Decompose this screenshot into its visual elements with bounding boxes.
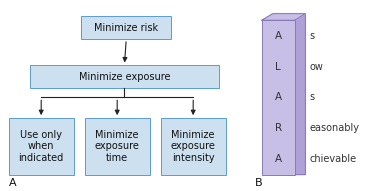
Polygon shape	[262, 14, 305, 20]
Text: A: A	[275, 154, 282, 164]
FancyBboxPatch shape	[262, 20, 295, 175]
Text: A: A	[275, 31, 282, 41]
Text: R: R	[275, 123, 282, 133]
Text: s: s	[310, 31, 315, 41]
Text: easonably: easonably	[310, 123, 360, 133]
Text: ow: ow	[310, 62, 324, 71]
Text: L: L	[275, 62, 281, 71]
FancyBboxPatch shape	[31, 65, 218, 88]
FancyBboxPatch shape	[9, 118, 74, 175]
Text: A: A	[275, 92, 282, 102]
Polygon shape	[295, 14, 305, 175]
Text: Minimize risk: Minimize risk	[94, 23, 158, 33]
Text: Use only
when
indicated: Use only when indicated	[19, 130, 64, 163]
FancyBboxPatch shape	[81, 16, 171, 39]
Text: chievable: chievable	[310, 154, 357, 164]
Text: Minimize
exposure
intensity: Minimize exposure intensity	[171, 130, 216, 163]
Text: B: B	[255, 178, 262, 188]
FancyBboxPatch shape	[84, 118, 150, 175]
Text: s: s	[310, 92, 315, 102]
FancyBboxPatch shape	[161, 118, 226, 175]
Text: A: A	[9, 178, 16, 188]
Text: Minimize exposure: Minimize exposure	[79, 72, 170, 82]
Text: Minimize
exposure
time: Minimize exposure time	[95, 130, 140, 163]
